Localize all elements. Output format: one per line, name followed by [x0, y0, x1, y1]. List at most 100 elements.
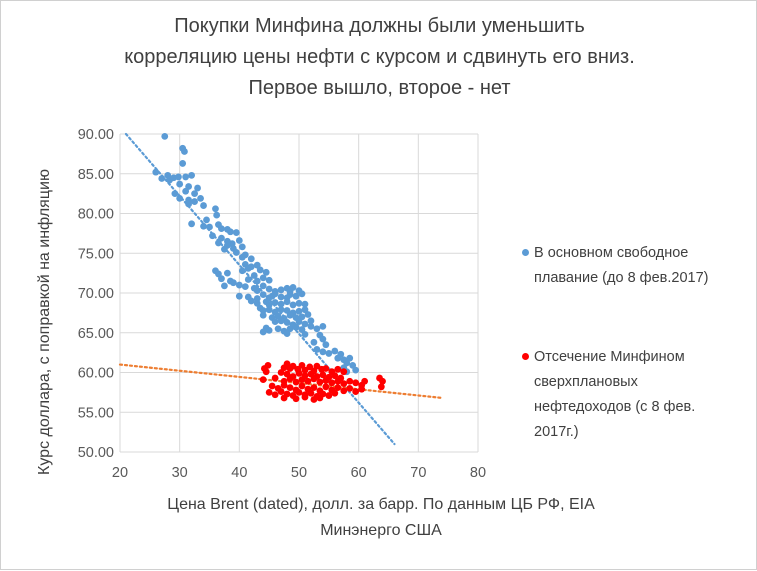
point-series-1 — [322, 383, 330, 391]
point-series-1 — [298, 382, 306, 390]
legend-label-cutoff-2: сверхплановых — [534, 374, 638, 390]
point-series-0 — [235, 292, 243, 300]
point-series-0 — [250, 272, 258, 279]
x-tick-label: 60 — [351, 465, 367, 481]
point-series-1 — [322, 365, 330, 372]
point-series-0 — [277, 317, 285, 325]
tick-labels: 20 30 40 50 60 70 80 50.00 55.00 60.00 65.00 70.00 7… — [78, 127, 486, 481]
point-series-0 — [307, 317, 315, 325]
point-series-1 — [358, 385, 366, 393]
point-series-0 — [334, 354, 342, 362]
point-series-0 — [304, 311, 312, 318]
point-series-0 — [238, 267, 246, 275]
point-series-0 — [259, 328, 267, 336]
point-series-1 — [334, 384, 342, 392]
point-series-0 — [244, 276, 252, 283]
chart-title-line-1: Покупки Минфина должны были уменьшить — [174, 15, 585, 37]
point-series-0 — [271, 318, 279, 326]
point-series-0 — [259, 291, 267, 298]
point-series-0 — [206, 223, 213, 231]
y-tick-label: 70.00 — [78, 286, 114, 302]
y-tick-label: 50.00 — [78, 445, 114, 461]
x-axis-label-line-2: Минэнерго США — [320, 522, 442, 539]
x-tick-label: 50 — [291, 465, 307, 481]
point-series-0 — [301, 330, 309, 338]
point-series-0 — [212, 205, 219, 213]
point-series-1 — [352, 379, 360, 387]
point-series-1 — [377, 383, 385, 391]
point-series-0 — [194, 184, 201, 192]
point-series-0 — [209, 232, 216, 240]
point-series-1 — [301, 393, 309, 401]
point-series-0 — [286, 311, 294, 319]
point-series-0 — [161, 132, 169, 140]
point-series-0 — [292, 323, 300, 331]
point-series-1 — [286, 375, 294, 383]
point-series-0 — [283, 298, 291, 306]
point-series-0 — [265, 301, 273, 309]
point-series-1 — [310, 396, 318, 403]
point-series-0 — [244, 264, 252, 272]
legend-label-cutoff-3: нефтедоходов (с 8 фев. — [534, 399, 696, 415]
point-series-0 — [277, 300, 285, 308]
point-series-1 — [271, 374, 279, 382]
point-series-0 — [185, 200, 193, 208]
point-series-1 — [277, 369, 285, 376]
point-series-0 — [229, 279, 237, 287]
point-series-1 — [289, 362, 297, 370]
point-series-0 — [301, 320, 309, 328]
y-tick-label: 85.00 — [78, 167, 114, 183]
point-series-0 — [218, 225, 225, 233]
point-series-1 — [316, 394, 324, 402]
point-series-0 — [175, 173, 182, 181]
point-series-0 — [319, 322, 327, 330]
point-series-0 — [289, 284, 297, 291]
y-tick-label: 55.00 — [78, 405, 114, 421]
legend-label-cutoff-4: 2017г.) — [534, 424, 579, 440]
x-axis-label-line-1: Цена Brent (dated), долл. за барр. По да… — [167, 496, 595, 513]
point-series-0 — [191, 198, 198, 205]
point-series-0 — [289, 301, 297, 309]
point-series-0 — [221, 245, 228, 253]
point-series-1 — [268, 382, 276, 390]
point-series-0 — [197, 194, 204, 202]
point-series-1 — [310, 375, 318, 383]
point-series-0 — [283, 319, 291, 326]
point-series-0 — [253, 295, 261, 302]
point-series-1 — [280, 381, 288, 389]
point-series-0 — [241, 283, 249, 291]
point-series-0 — [331, 347, 339, 355]
point-series-0 — [176, 194, 184, 202]
point-series-0 — [200, 202, 207, 209]
point-series-1 — [295, 388, 303, 396]
point-series-0 — [277, 286, 285, 294]
point-series-0 — [259, 274, 267, 282]
legend-marker-cutoff — [522, 353, 529, 360]
point-series-0 — [256, 266, 264, 274]
point-series-0 — [247, 297, 255, 305]
point-series-0 — [179, 160, 187, 167]
point-series-1 — [264, 361, 272, 369]
y-tick-label: 90.00 — [78, 127, 114, 143]
point-series-0 — [265, 306, 273, 314]
point-series-0 — [292, 292, 300, 300]
legend-label-free-float-2: плавание (до 8 фев.2017) — [534, 270, 709, 286]
data-points — [152, 132, 386, 403]
point-series-0 — [307, 322, 315, 330]
x-tick-label: 80 — [470, 465, 486, 481]
point-series-0 — [286, 291, 294, 298]
point-series-0 — [213, 211, 221, 219]
point-series-1 — [313, 362, 321, 370]
point-series-1 — [328, 379, 336, 387]
point-series-0 — [295, 307, 303, 315]
point-series-1 — [262, 368, 270, 376]
x-tick-label: 20 — [112, 465, 128, 481]
point-series-0 — [352, 366, 360, 374]
x-tick-label: 70 — [410, 465, 426, 481]
point-series-0 — [295, 299, 303, 307]
legend-label-cutoff-1: Отсечение Минфином — [534, 349, 685, 365]
point-series-0 — [238, 243, 246, 251]
point-series-1 — [292, 378, 300, 386]
